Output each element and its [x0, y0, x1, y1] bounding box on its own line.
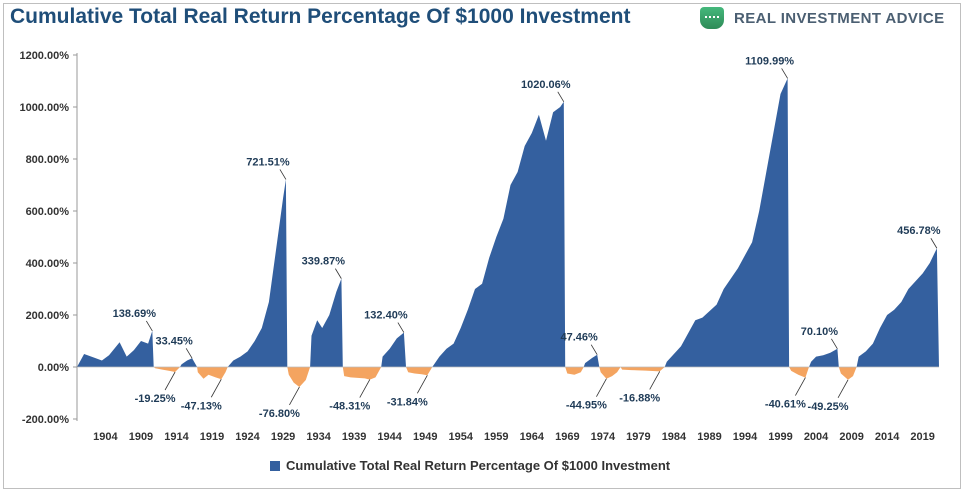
annotation-leader: [781, 68, 788, 79]
chart-title: Cumulative Total Real Return Percentage …: [10, 5, 631, 28]
x-tick-label: 1919: [200, 431, 224, 443]
x-tick-label: 1979: [626, 431, 650, 443]
x-tick-label: 1914: [164, 431, 189, 443]
data-label: -49.25%: [808, 401, 849, 413]
chart-frame: [3, 3, 961, 489]
data-label: 1109.99%: [745, 55, 794, 67]
x-tick-label: 1969: [555, 431, 579, 443]
x-tick-label: 1999: [768, 431, 792, 443]
chart-legend: Cumulative Total Real Return Percentage …: [270, 458, 670, 473]
y-tick-label: 1000.00%: [19, 102, 69, 114]
data-label: 456.78%: [897, 225, 941, 237]
annotation-leader: [185, 348, 193, 359]
data-label: -47.13%: [181, 400, 222, 412]
x-tick-label: 2009: [839, 431, 863, 443]
x-tick-label: 1994: [733, 431, 758, 443]
x-tick-label: 1904: [93, 431, 118, 443]
x-tick-label: 1939: [342, 431, 366, 443]
annotation-leader: [590, 344, 598, 355]
data-label: 1020.06%: [521, 79, 571, 91]
x-tick-label: 1949: [413, 431, 437, 443]
annotation-leader: [335, 268, 342, 279]
annotation-leader: [596, 378, 607, 397]
y-tick-label: 600.00%: [26, 206, 70, 218]
x-tick-label: 1929: [271, 431, 295, 443]
y-tick-label: 400.00%: [26, 258, 70, 270]
data-label: 47.46%: [561, 332, 599, 344]
annotation-leader: [930, 238, 938, 249]
data-label: -48.31%: [329, 401, 370, 413]
y-tick-label: 0.00%: [38, 362, 69, 374]
data-label: 339.87%: [302, 256, 346, 268]
x-tick-label: 1959: [484, 431, 508, 443]
annotation-leader: [289, 386, 300, 406]
annotation-leader: [279, 169, 287, 180]
data-label: -16.88%: [619, 392, 660, 404]
legend-swatch: [270, 460, 280, 471]
x-tick-label: 1944: [377, 431, 402, 443]
series-area-negative: [77, 367, 939, 387]
annotation-leader: [649, 371, 661, 390]
annotation-leader: [831, 338, 838, 349]
annotation-leader: [210, 379, 222, 398]
data-label: 132.40%: [364, 310, 408, 322]
y-tick-label: 200.00%: [26, 310, 70, 322]
money-clip-icon: [700, 7, 724, 29]
data-label: 138.69%: [113, 308, 157, 320]
annotation-leader: [557, 91, 565, 102]
y-tick-label: -200.00%: [22, 414, 69, 426]
x-tick-label: 1984: [662, 431, 687, 443]
brand-name: REAL INVESTMENT ADVICE: [734, 9, 945, 27]
x-tick-label: 1909: [129, 431, 153, 443]
data-label: -44.95%: [566, 400, 607, 412]
annotation-leader: [359, 379, 371, 398]
x-tick-label: 1934: [306, 431, 331, 443]
x-tick-label: 1964: [520, 431, 545, 443]
annotation-leader: [795, 377, 806, 396]
data-label: -19.25%: [135, 393, 176, 405]
x-tick-label: 1989: [697, 431, 721, 443]
x-tick-label: 2004: [804, 431, 829, 443]
annotation-leader: [837, 379, 849, 398]
x-tick-label: 1974: [591, 431, 616, 443]
annotation-leader: [397, 322, 405, 333]
data-label: 33.45%: [155, 335, 193, 347]
data-label: 721.51%: [246, 156, 290, 168]
data-label: -31.84%: [387, 396, 428, 408]
data-label: -76.80%: [259, 408, 300, 420]
series-area-positive: [77, 78, 939, 367]
annotation-leader: [145, 320, 153, 332]
annotation-leader: [416, 375, 428, 394]
data-label: 70.10%: [801, 326, 839, 338]
y-tick-label: 1200.00%: [19, 50, 69, 62]
x-tick-label: 1924: [235, 431, 260, 443]
legend-label: Cumulative Total Real Return Percentage …: [286, 458, 671, 473]
x-tick-label: 1954: [449, 431, 474, 443]
brand-logo: REAL INVESTMENT ADVICE: [700, 4, 945, 32]
annotation-leader: [164, 371, 176, 391]
y-tick-label: 800.00%: [26, 154, 70, 166]
x-tick-label: 2014: [875, 431, 900, 443]
data-label: -40.61%: [765, 399, 806, 411]
x-tick-label: 2019: [910, 431, 934, 443]
